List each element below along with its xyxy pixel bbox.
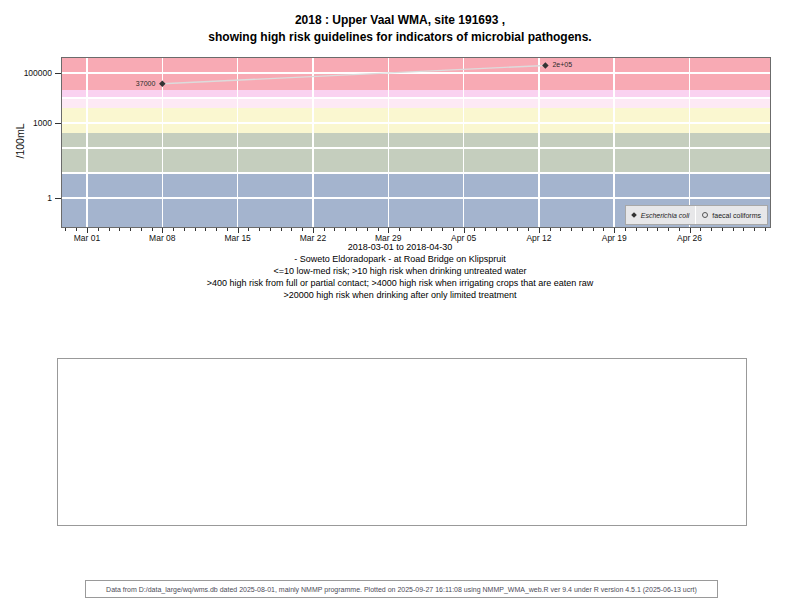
x-tick-minor: [173, 228, 174, 231]
x-tick-minor: [291, 228, 292, 231]
x-tick-minor: [528, 228, 529, 231]
x-tick-minor: [334, 228, 335, 231]
x-tick-minor: [205, 228, 206, 231]
x-tick-minor: [248, 228, 249, 231]
x-tick-minor: [517, 228, 518, 231]
legend-item-faecal-coliforms: faecal coliforms: [696, 206, 767, 224]
x-tick-minor: [410, 228, 411, 231]
x-tick-minor: [431, 228, 432, 231]
x-tick-minor: [119, 228, 120, 231]
x-tick-minor: [582, 228, 583, 231]
x-tick-minor: [603, 228, 604, 231]
x-tick-minor: [700, 228, 701, 231]
data-series-layer: [62, 58, 770, 227]
chart-title-line1: 2018 : Upper Vaal WMA, site 191693 ,: [0, 12, 800, 29]
x-tick-minor: [668, 228, 669, 231]
x-tick-minor: [453, 228, 454, 231]
x-tick-minor: [593, 228, 594, 231]
x-tick-minor: [65, 228, 66, 231]
x-tick-minor: [657, 228, 658, 231]
filled-diamond-icon: [631, 212, 637, 218]
faecal-coliforms-line: [162, 65, 545, 83]
y-tick: [55, 123, 61, 124]
caption-line-3: >400 high risk from full or partial cont…: [0, 278, 800, 288]
x-tick-minor: [636, 228, 637, 231]
y-tick-label: 1: [0, 193, 52, 203]
x-tick-minor: [367, 228, 368, 231]
x-tick-minor: [474, 228, 475, 231]
point-value-label: 37000: [112, 80, 155, 87]
empty-panel: [57, 358, 747, 526]
y-tick: [55, 198, 61, 199]
x-tick-minor: [130, 228, 131, 231]
x-tick-minor: [743, 228, 744, 231]
x-tick-minor: [216, 228, 217, 231]
caption-line-4: >20000 high risk when drinking after onl…: [0, 290, 800, 300]
x-tick-minor: [421, 228, 422, 231]
x-tick-minor: [754, 228, 755, 231]
legend-item-ecoli: Escherichia coli: [626, 206, 696, 224]
x-tick-minor: [152, 228, 153, 231]
ecoli-point-marker: [159, 81, 166, 88]
y-tick: [55, 73, 61, 74]
x-tick-minor: [733, 228, 734, 231]
x-tick-minor: [765, 228, 766, 231]
x-axis-range-note: 2018-03-01 to 2018-04-30: [0, 242, 800, 252]
x-tick-minor: [281, 228, 282, 231]
x-tick-minor: [270, 228, 271, 231]
x-tick-minor: [227, 228, 228, 231]
chart-title: 2018 : Upper Vaal WMA, site 191693 , sho…: [0, 12, 800, 46]
x-tick-minor: [625, 228, 626, 231]
legend-label: faecal coliforms: [712, 212, 761, 219]
caption-line-1: - Soweto Eldoradopark - at Road Bridge o…: [0, 254, 800, 264]
legend-label: Escherichia coli: [641, 212, 690, 219]
footer-text: Data from D:/data_large/wq/wms.db dated …: [106, 586, 697, 593]
x-tick-minor: [722, 228, 723, 231]
x-tick-minor: [184, 228, 185, 231]
y-tick-label: 100000: [0, 68, 52, 78]
x-tick-minor: [442, 228, 443, 231]
x-tick-minor: [647, 228, 648, 231]
x-tick-minor: [356, 228, 357, 231]
x-tick-minor: [378, 228, 379, 231]
x-tick-minor: [571, 228, 572, 231]
x-tick-minor: [550, 228, 551, 231]
x-tick-minor: [711, 228, 712, 231]
x-tick-minor: [399, 228, 400, 231]
x-tick-minor: [141, 228, 142, 231]
plot-page: 2018 : Upper Vaal WMA, site 191693 , sho…: [0, 0, 800, 600]
point-value-label: 2e+05: [552, 61, 572, 68]
caption-line-2: <=10 low-med risk; >10 high risk when dr…: [0, 266, 800, 276]
y-axis-label: /100mL: [14, 123, 26, 158]
x-tick-minor: [507, 228, 508, 231]
x-tick-minor: [76, 228, 77, 231]
x-tick-minor: [345, 228, 346, 231]
x-tick-minor: [98, 228, 99, 231]
x-tick-minor: [496, 228, 497, 231]
chart-title-line2: showing high risk guidelines for indicat…: [0, 29, 800, 46]
x-tick-minor: [302, 228, 303, 231]
x-tick-minor: [485, 228, 486, 231]
y-tick-label: 1000: [0, 118, 52, 128]
footer: Data from D:/data_large/wq/wms.db dated …: [85, 580, 718, 598]
legend: Escherichia coli faecal coliforms: [625, 205, 768, 225]
plot-area: 37000 2e+05 Escherichia coli faecal colifo…: [61, 57, 771, 228]
x-tick-minor: [560, 228, 561, 231]
x-tick-minor: [324, 228, 325, 231]
ecoli-point-marker: [542, 62, 549, 69]
open-circle-icon: [702, 212, 708, 218]
x-tick-minor: [679, 228, 680, 231]
x-tick-minor: [109, 228, 110, 231]
x-tick-minor: [259, 228, 260, 231]
x-tick-minor: [195, 228, 196, 231]
